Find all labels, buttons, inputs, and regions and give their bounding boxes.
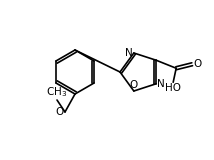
Text: N: N <box>125 48 133 58</box>
Text: N: N <box>157 79 165 89</box>
Text: HO: HO <box>165 83 181 93</box>
Text: CH$_3$: CH$_3$ <box>46 85 68 99</box>
Text: O: O <box>56 107 64 117</box>
Text: O: O <box>130 80 138 90</box>
Text: O: O <box>193 59 201 69</box>
